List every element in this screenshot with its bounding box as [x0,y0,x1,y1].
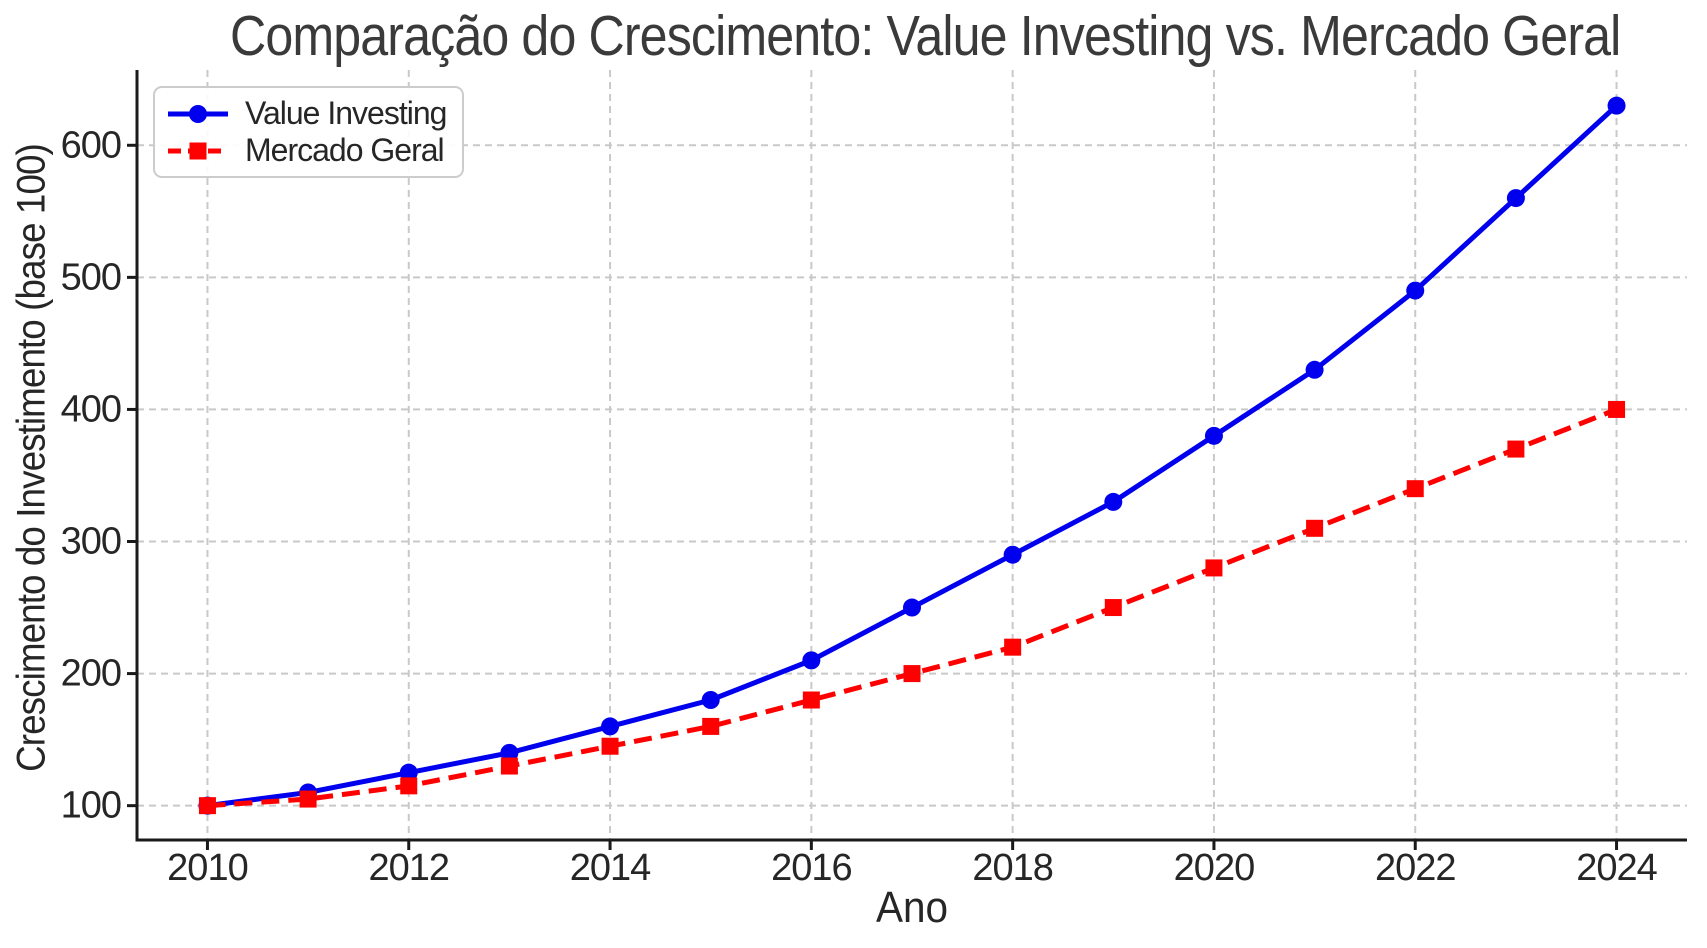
data-point-1 [1406,480,1424,498]
data-point-0 [903,598,921,617]
legend-item-value-investing: Value Investing [167,95,447,131]
y-tick-label: 300 [61,521,121,563]
data-point-0 [601,717,620,736]
x-tick-label: 2014 [570,847,651,889]
x-tick-label: 2022 [1375,847,1456,889]
x-tick-label: 2010 [167,847,248,889]
data-point-1 [1507,440,1525,458]
y-tick-label: 600 [61,124,121,166]
data-point-0 [500,743,519,762]
data-point-0 [1506,189,1525,208]
data-point-1 [1004,638,1022,656]
legend: Value Investing Mercado Geral [153,86,465,178]
legend-item-mercado-geral: Mercado Geral [167,132,446,168]
value-investing-line-sample-icon [168,104,228,123]
x-tick-label: 2012 [368,847,449,889]
x-tick-label: 2020 [1174,847,1255,889]
data-point-1 [500,757,518,775]
legend-label-value-investing: Value Investing [245,95,447,131]
x-tick-label: 2016 [771,847,852,889]
x-tick-label: 2018 [972,847,1053,889]
data-point-1 [198,797,216,815]
series-line-0 [207,103,1619,809]
data-point-0 [1104,492,1123,511]
data-point-0 [701,691,720,709]
data-point-1 [1104,599,1122,617]
data-point-0 [1406,281,1425,300]
data-point-1 [903,665,921,683]
data-point-1 [1306,519,1324,537]
data-point-1 [1205,559,1223,577]
data-point-1 [299,790,317,808]
y-tick-label: 200 [61,653,121,695]
data-point-1 [400,777,418,795]
y-tick-label: 100 [61,785,121,827]
data-point-0 [1003,545,1022,564]
data-point-0 [802,651,821,670]
mercado-geral-line-sample-icon [168,142,228,159]
x-axis-label: Ano [875,883,949,932]
data-point-1 [702,717,720,735]
x-tick-label: 2024 [1576,847,1657,889]
data-point-0 [1204,426,1223,445]
data-point-0 [399,763,418,782]
data-point-0 [1607,96,1626,115]
y-tick-label: 500 [61,256,121,298]
y-axis-label: Crescimento do Investimento (base 100) [9,144,54,772]
chart-title: Comparação do Crescimento: Value Investi… [230,4,1621,68]
data-point-1 [802,691,820,709]
y-tick-label: 400 [61,388,121,430]
data-point-1 [601,737,619,755]
legend-label-mercado-geral: Mercado Geral [245,132,445,168]
data-point-1 [1608,400,1626,418]
data-point-0 [1305,360,1324,379]
